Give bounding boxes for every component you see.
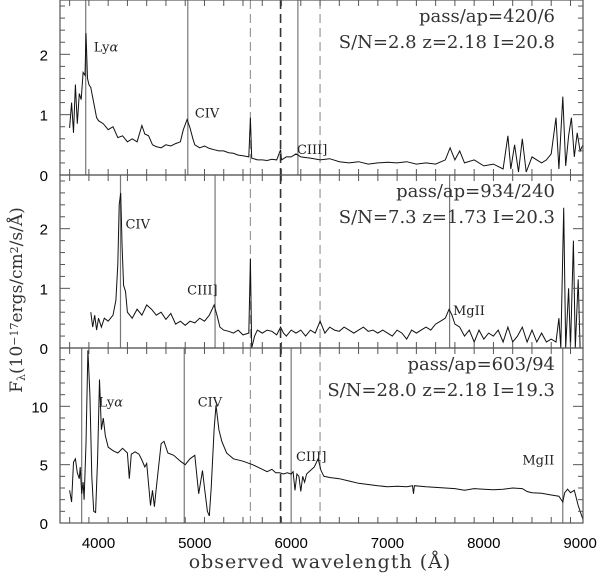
spectrum-line xyxy=(69,33,583,173)
panel-info-sn-z-mag: S/N=28.0 z=2.18 I=19.3 xyxy=(327,380,555,401)
x-tick-label: 7000 xyxy=(371,535,404,552)
y-tick-label: 1 xyxy=(40,108,48,125)
y-axis-label: Fλ(10−17ergs/cm2/s/Å) xyxy=(6,207,28,393)
panel-info-sn-z-mag: S/N=2.8 z=2.18 I=20.8 xyxy=(339,32,555,53)
y-tick-label: 10 xyxy=(31,399,48,416)
emission-line-label: Lyα xyxy=(94,40,119,55)
panel-middle: 0 1 2 CIV CIII] MgII pass/ap=934/240 S/N=7.3 z=… xyxy=(40,174,584,358)
x-axis-label: observed wavelength (Å) xyxy=(189,551,452,573)
x-tick-label: 5000 xyxy=(178,535,211,552)
y-tick-label: 5 xyxy=(40,458,48,475)
panel-info-pass-ap: pass/ap=420/6 xyxy=(419,6,555,27)
y-tick-label: 0 xyxy=(40,341,48,358)
plot-area: 0 1 2 Lyα CIV CIII] pass/ap=420/6 S/N=2.8 z=2.1… xyxy=(31,0,597,552)
emission-line-label: CIV xyxy=(195,107,220,122)
spectrum-line xyxy=(90,192,581,348)
y-tick-label: 2 xyxy=(40,222,48,239)
y-tick-label: 0 xyxy=(40,168,48,185)
x-tick-label: 9000 xyxy=(563,535,596,552)
panel-info-pass-ap: pass/ap=934/240 xyxy=(396,181,555,202)
panel-info-sn-z-mag: S/N=7.3 z=1.73 I=20.3 xyxy=(339,207,555,228)
y-tick-label: 2 xyxy=(40,47,48,64)
emission-line-label: CIII] xyxy=(187,283,217,298)
y-tick-label: 1 xyxy=(40,281,48,298)
emission-line-label: CIII] xyxy=(296,450,326,465)
panel-top: 0 1 2 Lyα CIV CIII] pass/ap=420/6 S/N=2.8 z=2.1… xyxy=(40,0,584,185)
x-tick-label: 8000 xyxy=(467,535,500,552)
y-tick-label: 0 xyxy=(40,516,48,533)
x-tick-label: 4000 xyxy=(82,535,115,552)
emission-line-label: CIV xyxy=(125,218,150,233)
x-tick-label: 6000 xyxy=(274,535,307,552)
emission-line-label: CIV xyxy=(198,395,223,410)
panel-frame xyxy=(59,347,584,524)
emission-line-label: CIII] xyxy=(297,143,327,158)
emission-line-label: MgII xyxy=(453,304,485,319)
spectrum-line xyxy=(69,350,583,520)
panel-info-pass-ap: pass/ap=603/94 xyxy=(408,354,555,375)
emission-line-label: MgII xyxy=(522,454,554,469)
emission-line-label: Lyα xyxy=(99,395,124,410)
panel-bottom: 0 5 10 Lyα CIV CIII] MgII pass/ap=603/94 S/N=28.… xyxy=(31,347,584,533)
